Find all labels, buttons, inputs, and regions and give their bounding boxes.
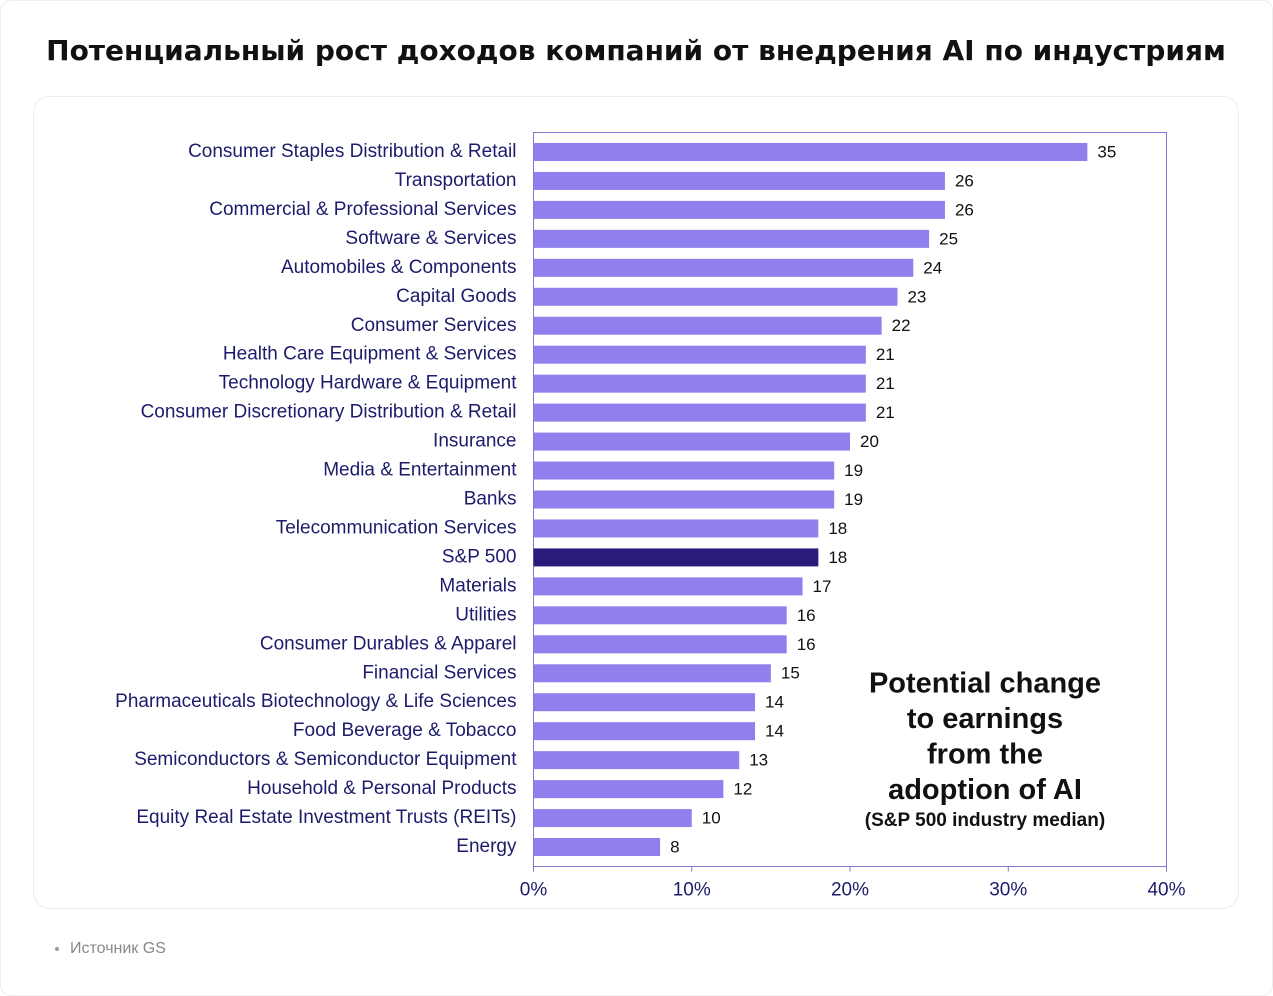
category-label: Equity Real Estate Investment Trusts (RE… [136,807,516,828]
annotation-line: from the [927,739,1043,771]
value-label: 16 [797,606,816,625]
category-label: Insurance [433,431,516,452]
category-label: S&P 500 [442,546,517,567]
category-label: Consumer Staples Distribution & Retail [188,141,516,162]
category-label: Household & Personal Products [247,778,516,799]
value-label: 21 [876,374,895,393]
category-label: Materials [439,575,516,596]
bar [533,722,756,741]
annotation-line: Potential change [869,668,1101,700]
x-tick-label: 30% [989,880,1027,901]
value-label: 35 [1097,142,1116,161]
bar [533,403,866,422]
bar [533,432,850,451]
annotation-line: to earnings [907,703,1063,735]
bar [533,345,866,364]
bar [533,142,1088,161]
category-label: Food Beverage & Tobacco [293,720,517,741]
bar [533,577,803,596]
bar [533,461,835,480]
bar [533,780,724,799]
source: Источник GS [70,940,166,957]
category-label: Semiconductors & Semiconductor Equipment [134,749,517,770]
value-label: 18 [828,519,847,538]
value-label: 23 [907,287,926,306]
category-label: Automobiles & Components [281,257,517,278]
bar [533,490,835,509]
value-label: 19 [844,461,863,480]
value-label: 26 [955,200,974,219]
value-label: 13 [749,751,768,770]
bar [533,200,945,219]
page-title: Потенциальный рост доходов компаний от в… [46,34,1226,67]
value-label: 21 [876,403,895,422]
bar [533,229,930,248]
value-label: 10 [702,809,721,828]
category-label: Pharmaceuticals Biotechnology & Life Sci… [115,691,516,712]
bullet [55,947,59,951]
bar [533,693,756,712]
value-label: 14 [765,693,784,712]
annotation-line: adoption of AI [888,774,1082,806]
category-label: Commercial & Professional Services [209,199,516,220]
category-label: Technology Hardware & Equipment [219,373,518,394]
category-label: Consumer Discretionary Distribution & Re… [141,402,517,423]
value-label: 19 [844,490,863,509]
category-label: Banks [464,489,517,510]
bar [533,664,771,683]
category-label: Transportation [395,170,517,191]
value-label: 14 [765,722,784,741]
bar [533,171,945,190]
bar [533,287,898,306]
bar [533,751,740,770]
value-label: 24 [923,258,942,277]
category-label: Capital Goods [396,286,516,307]
value-label: 22 [892,316,911,335]
category-label: Health Care Equipment & Services [223,344,517,365]
bar [533,548,819,567]
x-tick-label: 10% [673,880,711,901]
category-label: Financial Services [362,662,516,683]
value-label: 26 [955,171,974,190]
value-label: 17 [813,577,832,596]
value-label: 16 [797,635,816,654]
category-label: Energy [456,836,517,857]
bar [533,606,787,625]
bar [533,374,866,393]
category-label: Telecommunication Services [276,517,517,538]
bar [533,258,914,277]
value-label: 21 [876,345,895,364]
value-label: 12 [733,780,752,799]
bar [533,838,661,857]
bar [533,316,882,335]
value-label: 25 [939,229,958,248]
value-label: 8 [670,838,679,857]
bar [533,635,787,654]
category-label: Consumer Durables & Apparel [260,633,517,654]
value-label: 18 [828,548,847,567]
annotation-note: (S&P 500 industry median) [865,810,1105,831]
bar [533,809,692,828]
x-tick-label: 40% [1147,880,1185,901]
category-label: Media & Entertainment [323,460,517,481]
value-label: 15 [781,664,800,683]
category-label: Software & Services [345,228,516,249]
category-label: Consumer Services [351,315,517,336]
bar [533,519,819,538]
value-label: 20 [860,432,879,451]
x-tick-label: 0% [520,880,548,901]
category-label: Utilities [455,604,516,625]
x-tick-label: 20% [831,880,869,901]
